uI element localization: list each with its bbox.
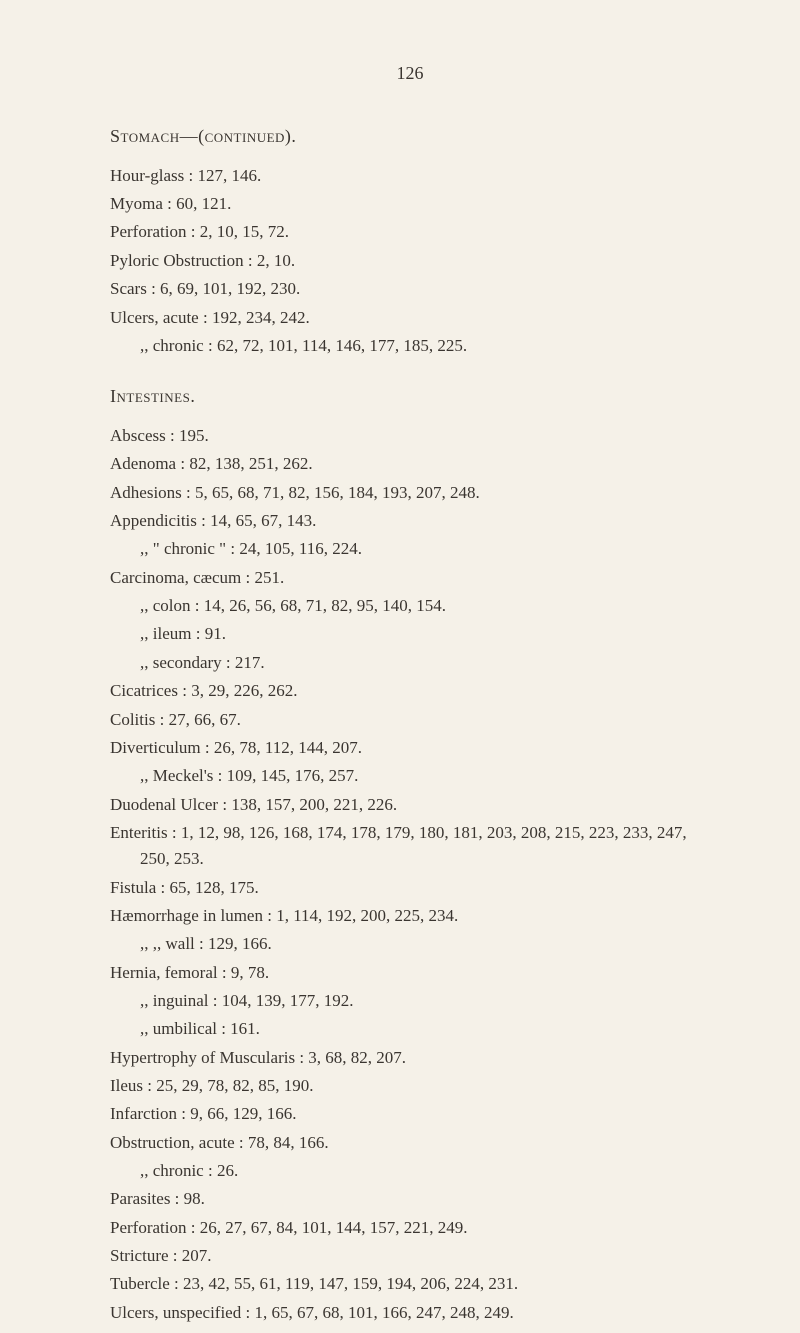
index-entry: Ulcers, acute : 192, 234, 242. bbox=[110, 305, 710, 331]
section-gap bbox=[110, 361, 710, 383]
index-subentry: ,, ileum : 91. bbox=[110, 621, 710, 647]
index-entry: Cicatrices : 3, 29, 226, 262. bbox=[110, 678, 710, 704]
index-entry: Hypertrophy of Muscularis : 3, 68, 82, 2… bbox=[110, 1045, 710, 1071]
index-entry: Fistula : 65, 128, 175. bbox=[110, 875, 710, 901]
section-heading-intestines: Intestines. bbox=[110, 383, 710, 411]
index-subentry: ,, ,, wall : 129, 166. bbox=[110, 931, 710, 957]
index-entry: Perforation : 2, 10, 15, 72. bbox=[110, 219, 710, 245]
section-heading-stomach: Stomach—(continued). bbox=[110, 123, 710, 151]
index-entry: Stricture : 207. bbox=[110, 1243, 710, 1269]
heading-text: Intestines. bbox=[110, 386, 195, 406]
index-subentry: ,, secondary : 217. bbox=[110, 650, 710, 676]
index-entry: Pyloric Obstruction : 2, 10. bbox=[110, 248, 710, 274]
index-entry: Appendicitis : 14, 65, 67, 143. bbox=[110, 508, 710, 534]
index-entry: Colitis : 27, 66, 67. bbox=[110, 707, 710, 733]
index-entry: Obstruction, acute : 78, 84, 166. bbox=[110, 1130, 710, 1156]
index-entry: Scars : 6, 69, 101, 192, 230. bbox=[110, 276, 710, 302]
index-subentry: ,, chronic : 26. bbox=[110, 1158, 710, 1184]
index-entry: Perforation : 26, 27, 67, 84, 101, 144, … bbox=[110, 1215, 710, 1241]
index-entry: Parasites : 98. bbox=[110, 1186, 710, 1212]
index-entry: Carcinoma, cæcum : 251. bbox=[110, 565, 710, 591]
index-entry: Adhesions : 5, 65, 68, 71, 82, 156, 184,… bbox=[110, 480, 710, 506]
index-entry: Abscess : 195. bbox=[110, 423, 710, 449]
index-entry: Hernia, femoral : 9, 78. bbox=[110, 960, 710, 986]
index-entry: Adenoma : 82, 138, 251, 262. bbox=[110, 451, 710, 477]
index-subentry: ,, inguinal : 104, 139, 177, 192. bbox=[110, 988, 710, 1014]
index-entry: Hæmorrhage in lumen : 1, 114, 192, 200, … bbox=[110, 903, 710, 929]
index-subentry: ,, Meckel's : 109, 145, 176, 257. bbox=[110, 763, 710, 789]
index-entry: Enteritis : 1, 12, 98, 126, 168, 174, 17… bbox=[110, 820, 710, 873]
index-entry: Infarction : 9, 66, 129, 166. bbox=[110, 1101, 710, 1127]
index-entry: Diverticulum : 26, 78, 112, 144, 207. bbox=[110, 735, 710, 761]
index-subentry: ,, " chronic " : 24, 105, 116, 224. bbox=[110, 536, 710, 562]
index-entry: Ulcers, unspecified : 1, 65, 67, 68, 101… bbox=[110, 1300, 710, 1326]
index-entry: Tubercle : 23, 42, 55, 61, 119, 147, 159… bbox=[110, 1271, 710, 1297]
section-intestines: Intestines. Abscess : 195. Adenoma : 82,… bbox=[110, 383, 710, 1326]
index-entry: Duodenal Ulcer : 138, 157, 200, 221, 226… bbox=[110, 792, 710, 818]
index-subentry: ,, chronic : 62, 72, 101, 114, 146, 177,… bbox=[110, 333, 710, 359]
index-entry: Myoma : 60, 121. bbox=[110, 191, 710, 217]
heading-text: Stomach—(continued). bbox=[110, 126, 296, 146]
page-number: 126 bbox=[110, 60, 710, 88]
index-subentry: ,, colon : 14, 26, 56, 68, 71, 82, 95, 1… bbox=[110, 593, 710, 619]
index-entry: Ileus : 25, 29, 78, 82, 85, 190. bbox=[110, 1073, 710, 1099]
index-subentry: ,, umbilical : 161. bbox=[110, 1016, 710, 1042]
section-stomach: Stomach—(continued). Hour-glass : 127, 1… bbox=[110, 123, 710, 359]
index-entry: Hour-glass : 127, 146. bbox=[110, 163, 710, 189]
